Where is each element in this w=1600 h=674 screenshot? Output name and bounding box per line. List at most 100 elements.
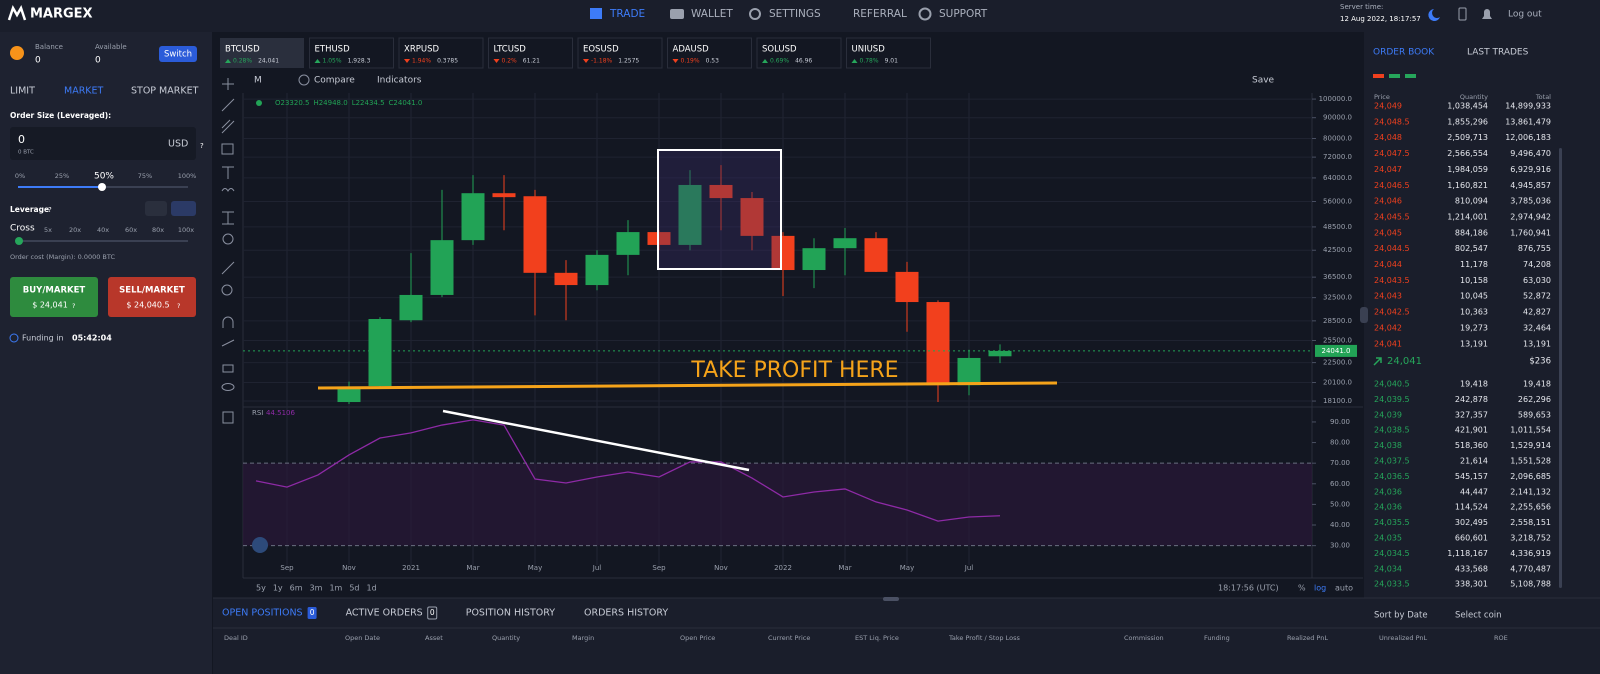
bell-icon[interactable]: [1482, 9, 1492, 19]
ticker-symbol[interactable]: ADAUSD: [673, 45, 710, 55]
slider-label[interactable]: 25%: [55, 172, 69, 180]
leverage-step[interactable]: 60x: [125, 226, 137, 234]
logout[interactable]: Log out: [1508, 10, 1542, 20]
nav-item[interactable]: SETTINGS: [769, 8, 821, 20]
emoji-tool[interactable]: [222, 233, 234, 245]
nav-item[interactable]: REFERRAL: [853, 8, 907, 20]
ticker-selected[interactable]: [220, 38, 304, 68]
fib-tool[interactable]: [221, 119, 235, 134]
leverage-step[interactable]: 5x: [44, 226, 52, 234]
resize-handle[interactable]: [883, 597, 899, 601]
sort[interactable]: Sort by Date: [1374, 611, 1428, 621]
order-tab[interactable]: MARKET: [64, 86, 104, 97]
logo-badge: [252, 537, 268, 553]
ticker-symbol[interactable]: LTCUSD: [494, 45, 527, 55]
ticker-box[interactable]: [488, 37, 573, 69]
leverage-step[interactable]: 20x: [69, 226, 81, 234]
range-button[interactable]: 1m: [329, 584, 342, 593]
positions-tab[interactable]: POSITION HISTORY: [466, 608, 555, 619]
ticker-symbol[interactable]: SOLUSD: [762, 45, 797, 55]
slider-toggle[interactable]: [171, 201, 196, 216]
line-tool[interactable]: [221, 98, 235, 112]
ticker-box[interactable]: [667, 37, 752, 69]
leverage-step[interactable]: 40x: [97, 226, 109, 234]
book-view-toggle[interactable]: [1373, 74, 1384, 78]
buy-price[interactable]: $ 24,041: [32, 301, 68, 310]
visibility-tool[interactable]: [221, 383, 235, 391]
slider-label[interactable]: 0%: [15, 172, 25, 180]
leverage-step[interactable]: 100x: [178, 226, 194, 234]
prediction-tool[interactable]: [222, 211, 234, 225]
range-button[interactable]: 1y: [273, 584, 283, 593]
shape-tool[interactable]: [221, 143, 234, 155]
sell-label[interactable]: SELL/MARKET: [119, 286, 185, 296]
leverage-step[interactable]: 80x: [152, 226, 164, 234]
ticker-box[interactable]: [309, 37, 394, 69]
book-tab[interactable]: LAST TRADES: [1467, 48, 1529, 58]
ticker-symbol[interactable]: EOSUSD: [583, 45, 619, 55]
lock-tool[interactable]: [222, 364, 234, 373]
pattern-tool[interactable]: [221, 188, 235, 192]
ticker-symbol[interactable]: XRPUSD: [404, 45, 439, 55]
slider-label[interactable]: 100%: [178, 172, 197, 180]
nav-item[interactable]: WALLET: [691, 8, 733, 20]
zoom-tool[interactable]: [221, 284, 233, 296]
slider-label[interactable]: 75%: [138, 172, 152, 180]
book-view-toggle[interactable]: [1405, 74, 1416, 78]
range-button[interactable]: 5y: [256, 584, 266, 593]
indicators[interactable]: Indicators: [377, 76, 422, 86]
switch[interactable]: Switch: [164, 50, 192, 60]
scale-option[interactable]: %: [1298, 584, 1306, 593]
theme-icon[interactable]: [1428, 9, 1440, 21]
range-button[interactable]: 6m: [290, 584, 303, 593]
range-button[interactable]: 3m: [310, 584, 323, 593]
save[interactable]: Save: [1252, 76, 1275, 86]
drawing-tools[interactable]: [221, 78, 235, 424]
ticker-box[interactable]: [398, 37, 484, 69]
nav-item[interactable]: SUPPORT: [939, 8, 988, 20]
ticker-box[interactable]: [756, 37, 842, 69]
select-coin[interactable]: Select coin: [1455, 611, 1502, 621]
range-button[interactable]: 5d: [349, 584, 359, 593]
ticker-symbol[interactable]: BTCUSD: [225, 45, 260, 55]
compare[interactable]: Compare: [314, 76, 355, 86]
nav-item[interactable]: TRADE: [609, 8, 645, 20]
edit-toggle[interactable]: [145, 201, 167, 216]
book-total: 63,030: [1523, 276, 1551, 285]
ruler-tool[interactable]: [221, 261, 235, 275]
size-input[interactable]: [10, 127, 196, 160]
delete-tool[interactable]: [222, 411, 234, 424]
order-tab[interactable]: STOP MARKET: [131, 86, 199, 97]
leverage-knob[interactable]: [15, 237, 23, 245]
ticker-symbol[interactable]: ETHUSD: [315, 45, 351, 55]
switch-button[interactable]: [159, 46, 197, 62]
stay-drawing-tool[interactable]: [221, 339, 235, 347]
book-view-toggle[interactable]: [1389, 74, 1400, 78]
slider-label[interactable]: 50%: [94, 172, 114, 182]
range-button[interactable]: 1d: [367, 584, 377, 593]
positions-tab[interactable]: ACTIVE ORDERS: [346, 608, 423, 619]
panel-toggle[interactable]: [1360, 307, 1368, 323]
magnet-tool[interactable]: [222, 316, 234, 328]
buy-button[interactable]: [10, 277, 98, 317]
positions-tab[interactable]: ORDERS HISTORY: [584, 608, 668, 619]
mobile-icon[interactable]: [1458, 7, 1467, 21]
book-qty: 1,984,059: [1447, 165, 1488, 174]
ticker-box[interactable]: [577, 37, 663, 69]
ticker-box[interactable]: [846, 37, 931, 69]
size-slider-knob[interactable]: [98, 183, 106, 191]
interval[interactable]: M: [254, 76, 262, 86]
compare-icon[interactable]: [298, 74, 310, 86]
order-tab[interactable]: LIMIT: [10, 86, 35, 97]
buy-label[interactable]: BUY/MARKET: [23, 286, 86, 296]
sell-button[interactable]: [108, 277, 196, 317]
scrollbar[interactable]: [1559, 148, 1562, 588]
ticker-symbol[interactable]: UNIUSD: [852, 45, 886, 55]
book-tab[interactable]: ORDER BOOK: [1373, 48, 1435, 58]
sell-price[interactable]: $ 24,040.5: [126, 301, 169, 310]
scale-option[interactable]: auto: [1335, 584, 1353, 593]
text-tool[interactable]: [222, 166, 234, 179]
crosshair-tool[interactable]: [222, 78, 234, 90]
positions-tab[interactable]: OPEN POSITIONS: [222, 608, 303, 619]
scale-option[interactable]: log: [1314, 584, 1326, 593]
